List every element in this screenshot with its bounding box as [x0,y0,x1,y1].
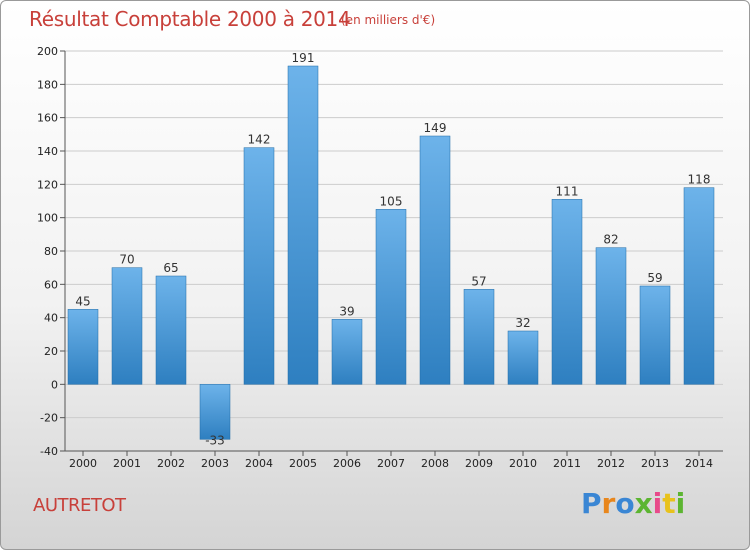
y-tick-label: 80 [44,245,58,258]
x-tick-label: 2011 [553,457,581,470]
bar-2007 [375,209,407,385]
y-tick-label: 20 [44,345,58,358]
logo-letter: i [652,487,663,520]
bar-2011 [551,199,583,385]
bar-2004 [243,147,275,385]
x-tick-label: 2004 [245,457,273,470]
y-tick-label: 0 [51,378,58,391]
logo-letter: t [662,487,676,520]
y-tick-label: 60 [44,278,58,291]
chart-title: Résultat Comptable 2000 à 2014 [29,7,351,31]
value-label-2012: 82 [603,233,618,247]
value-label-2005: 191 [292,51,315,65]
value-label-2000: 45 [75,294,90,308]
bar-2001 [111,267,143,385]
x-tick-label: 2014 [685,457,713,470]
bar-2003 [199,384,231,440]
logo-letter: x [634,487,653,520]
bar-2013 [639,285,671,385]
y-tick-label: 140 [37,145,58,158]
value-label-2008: 149 [424,121,447,135]
bar-2010 [507,330,539,385]
bar-2006 [331,319,363,385]
bar-2000 [67,309,99,385]
y-tick-label: 200 [37,45,58,58]
value-label-2003: -33 [205,433,225,447]
value-label-2007: 105 [380,194,403,208]
value-label-2004: 142 [248,133,271,147]
x-tick-label: 2009 [465,457,493,470]
x-tick-label: 2001 [113,457,141,470]
bar-2009 [463,289,495,385]
x-tick-label: 2013 [641,457,669,470]
bar-2002 [155,275,187,385]
logo-letter: i [675,487,686,520]
town-name: AUTRETOT [33,495,126,516]
logo-letter: o [615,487,635,520]
y-tick-label: -40 [40,445,58,458]
value-label-2001: 70 [119,253,134,267]
bar-2012 [595,247,627,385]
x-tick-label: 2006 [333,457,361,470]
y-tick-label: 120 [37,178,58,191]
y-tick-label: 160 [37,112,58,125]
x-tick-label: 2005 [289,457,317,470]
chart-unit: (en milliers d'€) [341,13,436,27]
x-tick-label: 2003 [201,457,229,470]
bar-2005 [287,65,319,385]
y-tick-label: 100 [37,212,58,225]
proxiti-logo[interactable]: Proxiti [581,487,685,520]
x-tick-label: 2000 [69,457,97,470]
logo-letter: r [601,487,616,520]
x-tick-label: 2008 [421,457,449,470]
value-label-2009: 57 [471,274,486,288]
x-tick-label: 2002 [157,457,185,470]
x-tick-label: 2010 [509,457,537,470]
value-label-2014: 118 [688,173,711,187]
logo-letter: P [581,487,602,520]
value-label-2006: 39 [339,304,354,318]
value-label-2013: 59 [647,271,662,285]
value-label-2002: 65 [163,261,178,275]
x-tick-label: 2012 [597,457,625,470]
value-label-2011: 111 [556,184,579,198]
y-tick-label: -20 [40,412,58,425]
value-label-2010: 32 [515,316,530,330]
x-tick-label: 2007 [377,457,405,470]
y-tick-label: 40 [44,312,58,325]
y-tick-label: 180 [37,78,58,91]
bar-2014 [683,187,715,385]
bar-2008 [419,135,451,385]
